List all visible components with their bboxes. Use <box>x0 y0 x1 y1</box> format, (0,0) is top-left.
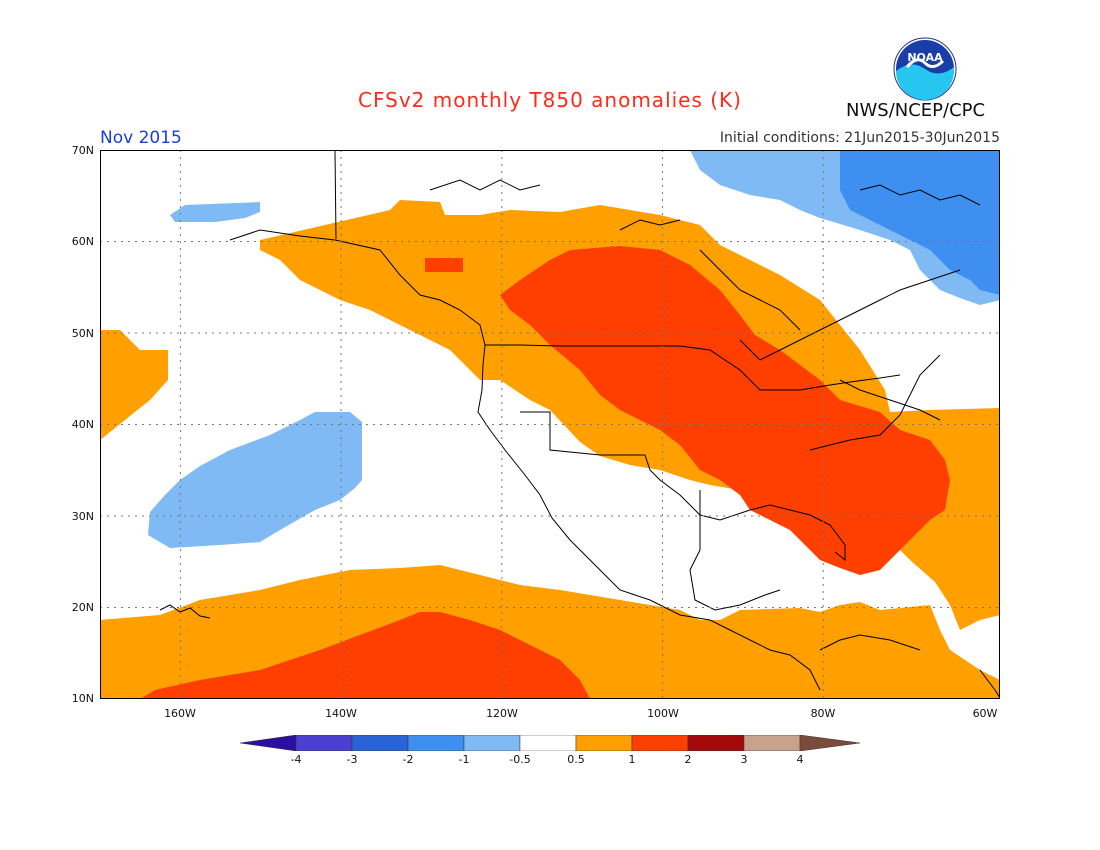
lat-label-40n: 40N <box>71 418 94 431</box>
colorbar-label: 0.5 <box>567 753 585 766</box>
chart-title: CFSv2 monthly T850 anomalies (K) <box>358 88 742 112</box>
lon-label-120w: 120W <box>486 707 518 720</box>
valid-month: Nov 2015 <box>100 128 182 148</box>
noaa-logo: NOAA <box>893 37 957 101</box>
colorbar-label: 1 <box>628 753 636 766</box>
colorbar-swatch <box>295 735 353 751</box>
colorbar-swatch <box>407 735 465 751</box>
colorbar-swatch <box>743 735 801 751</box>
agency-label: NWS/NCEP/CPC <box>846 100 986 121</box>
colorbar-swatch-below-minus4 <box>240 735 297 751</box>
colorbar-label: 2 <box>684 753 692 766</box>
anomaly-map <box>100 150 1000 699</box>
lon-label-160w: 160W <box>164 707 196 720</box>
lon-label-80w: 80W <box>810 707 836 720</box>
lat-label-10n: 10N <box>71 692 94 705</box>
colorbar-label: 3 <box>740 753 748 766</box>
colorbar-swatch <box>575 735 633 751</box>
colorbar-label: -4 <box>290 753 302 766</box>
colorbar-label: -2 <box>402 753 414 766</box>
anomaly-region-blue <box>840 150 1000 295</box>
colorbar-label: 4 <box>796 753 804 766</box>
colorbar-swatch <box>463 735 521 751</box>
lat-label-60n: 60N <box>71 235 94 248</box>
logo-text: NOAA <box>907 51 943 64</box>
anomaly-region-red <box>140 246 950 699</box>
colorbar-swatch <box>519 735 577 751</box>
colorbar-swatch <box>351 735 409 751</box>
colorbar-swatch <box>687 735 745 751</box>
lon-label-60w: 60W <box>972 707 998 720</box>
lat-label-30n: 30N <box>71 510 94 523</box>
lon-label-140w: 140W <box>325 707 357 720</box>
colorbar-swatch-above-4 <box>799 735 860 751</box>
lat-label-20n: 20N <box>71 601 94 614</box>
colorbar-label: -3 <box>346 753 358 766</box>
initial-conditions: Initial conditions: 21Jun2015-30Jun2015 <box>719 130 1000 146</box>
lat-label-50n: 50N <box>71 327 94 340</box>
lat-label-70n: 70N <box>71 144 94 157</box>
lon-label-100w: 100W <box>647 707 679 720</box>
coastlines <box>159 150 1000 699</box>
colorbar-label: -1 <box>458 753 470 766</box>
colorbar-label: -0.5 <box>509 753 531 766</box>
colorbar-swatch <box>631 735 689 751</box>
map-frame <box>100 150 1000 699</box>
colorbar <box>240 735 860 751</box>
graticule <box>100 150 1000 699</box>
